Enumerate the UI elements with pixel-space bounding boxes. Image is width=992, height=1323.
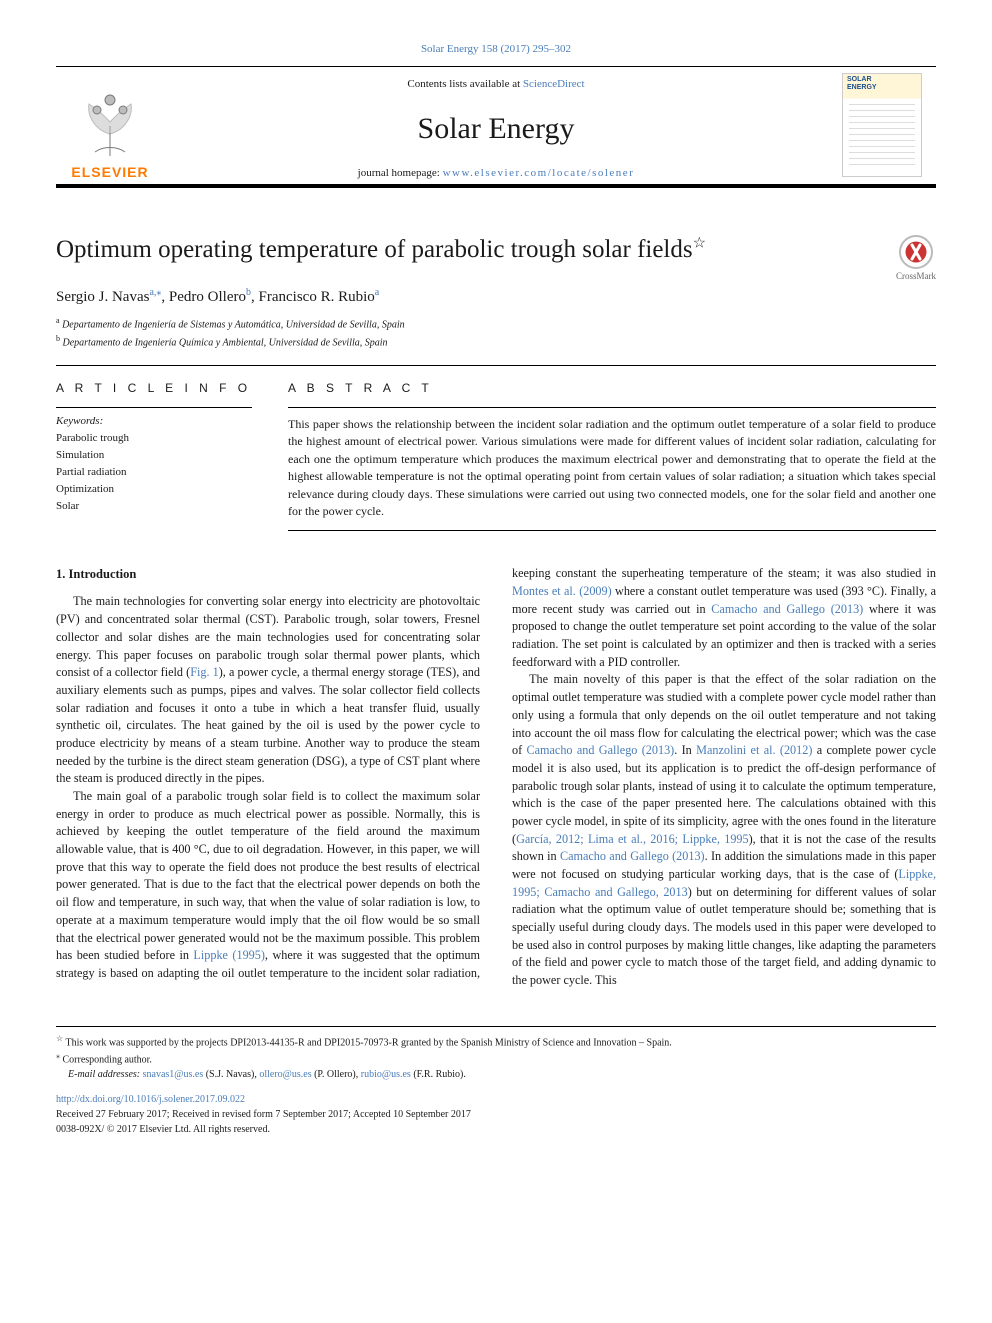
body-text: ) but on determining for different value… [512, 885, 936, 987]
affiliation-b: Departamento de Ingeniería Química y Amb… [63, 337, 388, 348]
corresponding-symbol: ⁎ [56, 1051, 60, 1060]
keyword: Partial radiation [56, 464, 252, 481]
journal-cover-thumbnail: SOLAR ENERGY [842, 73, 922, 177]
publisher-wordmark: ELSEVIER [71, 162, 148, 182]
affiliation-label-a: a [56, 316, 60, 325]
figure-ref[interactable]: Fig. 1 [190, 665, 219, 679]
email-who: (P. Ollero), [312, 1069, 361, 1080]
article-info-block: A R T I C L E I N F O Keywords: Paraboli… [56, 380, 252, 532]
contents-lists-line: Contents lists available at ScienceDirec… [164, 77, 828, 93]
contents-prefix: Contents lists available at [407, 78, 522, 90]
doi-link[interactable]: http://dx.doi.org/10.1016/j.solener.2017… [56, 1094, 245, 1105]
email-who: (F.R. Rubio). [411, 1069, 466, 1080]
affiliation-a: Departamento de Ingeniería de Sistemas y… [62, 319, 405, 330]
keyword: Solar [56, 498, 252, 515]
citation-ref[interactable]: Montes et al. (2009) [512, 584, 612, 598]
keywords-label: Keywords: [56, 407, 252, 430]
keyword: Simulation [56, 447, 252, 464]
author-3: Francisco R. Rubio [259, 289, 375, 305]
affiliation-label-b: b [56, 334, 60, 343]
journal-citation: Solar Energy 158 (2017) 295–302 [56, 42, 936, 58]
keyword: Optimization [56, 481, 252, 498]
journal-homepage-line: journal homepage: www.elsevier.com/locat… [164, 166, 828, 182]
author-3-affiliation-sup[interactable]: a [375, 287, 379, 298]
funding-footnote: This work was supported by the projects … [66, 1037, 672, 1048]
author-email-2[interactable]: ollero@us.es [259, 1069, 311, 1080]
crossmark-label: CrossMark [896, 270, 936, 283]
citation-link[interactable]: Solar Energy 158 (2017) 295–302 [421, 43, 571, 55]
author-2: Pedro Ollero [169, 289, 246, 305]
body-text: ), a power cycle, a thermal energy stora… [56, 665, 480, 785]
sciencedirect-link[interactable]: ScienceDirect [523, 78, 585, 90]
article-title: Optimum operating temperature of parabol… [56, 232, 936, 268]
crossmark-badge[interactable]: CrossMark [896, 234, 936, 283]
homepage-prefix: journal homepage: [358, 167, 443, 179]
citation-ref[interactable]: Manzolini et al. (2012) [696, 743, 812, 757]
citation-ref[interactable]: Lippke (1995) [193, 948, 265, 962]
email-label: E-mail addresses: [68, 1069, 143, 1080]
author-sep: , [161, 289, 169, 305]
funding-footnote-symbol: ☆ [56, 1034, 63, 1043]
masthead: ELSEVIER Contents lists available at Sci… [56, 66, 936, 188]
crossmark-icon [898, 234, 934, 270]
affiliations: a Departamento de Ingeniería de Sistemas… [56, 315, 936, 351]
journal-name: Solar Energy [164, 107, 828, 151]
footnotes: ☆ This work was supported by the project… [56, 1026, 936, 1138]
citation-ref[interactable]: Camacho and Gallego (2013) [527, 743, 675, 757]
author-1: Sergio J. Navas [56, 289, 149, 305]
citation-ref[interactable]: Camacho and Gallego (2013) [711, 602, 863, 616]
author-list: Sergio J. Navasa,⁎, Pedro Ollerob, Franc… [56, 286, 936, 309]
body-text: The main goal of a parabolic trough sola… [56, 789, 480, 962]
article-dates: Received 27 February 2017; Received in r… [56, 1107, 936, 1122]
copyright-line: 0038-092X/ © 2017 Elsevier Ltd. All righ… [56, 1122, 936, 1137]
article-info-heading: A R T I C L E I N F O [56, 380, 252, 397]
abstract-block: A B S T R A C T This paper shows the rel… [288, 380, 936, 532]
section-heading-1: 1. Introduction [56, 565, 480, 583]
email-who: (S.J. Navas), [203, 1069, 259, 1080]
journal-homepage-link[interactable]: www.elsevier.com/locate/solener [443, 167, 635, 179]
body-text: . In [674, 743, 696, 757]
divider [56, 365, 936, 366]
cover-title: SOLAR ENERGY [847, 76, 877, 91]
article-title-text: Optimum operating temperature of parabol… [56, 236, 693, 263]
abstract-heading: A B S T R A C T [288, 380, 936, 397]
citation-ref[interactable]: García, 2012; Lima et al., 2016; Lippke,… [516, 832, 749, 846]
abstract-text: This paper shows the relationship betwee… [288, 416, 936, 520]
author-email-3[interactable]: rubio@us.es [361, 1069, 411, 1080]
body-text: a complete power cycle model it is also … [512, 743, 936, 845]
keyword: Parabolic trough [56, 430, 252, 447]
title-footnote-symbol: ☆ [693, 236, 706, 252]
author-sep: , [251, 289, 259, 305]
elsevier-tree-icon [75, 86, 145, 158]
corresponding-label: Corresponding author. [63, 1054, 152, 1065]
publisher-block: ELSEVIER [56, 67, 164, 184]
author-email-1[interactable]: snavas1@us.es [143, 1069, 204, 1080]
article-body: 1. Introduction The main technologies fo… [56, 565, 936, 990]
citation-ref[interactable]: Camacho and Gallego (2013) [560, 849, 705, 863]
